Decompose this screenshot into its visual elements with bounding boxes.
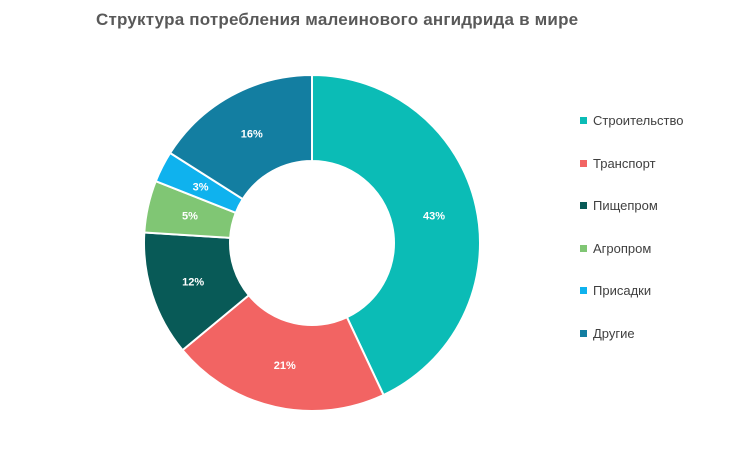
legend-swatch (580, 159, 587, 167)
legend-swatch (580, 287, 587, 294)
slice-label-4: 5% (182, 211, 198, 223)
legend-item-2[interactable]: Транспорт (580, 153, 683, 174)
legend-swatch (580, 329, 587, 337)
chart-title: Структура потребления малеинового ангидр… (96, 10, 579, 29)
slice-label-6: 16% (241, 128, 263, 140)
slice-1[interactable] (311, 73, 481, 397)
legend-item-1[interactable]: Строительство (580, 110, 683, 131)
legend-label: Пищепром (593, 198, 658, 213)
legend-swatch (580, 117, 587, 124)
legend-label: Транспорт (593, 155, 656, 171)
legend-swatch (580, 202, 587, 209)
legend-item-5[interactable]: Присадки (580, 280, 683, 301)
slice-label-1: 43% (423, 211, 445, 223)
legend-swatch (580, 244, 587, 252)
slice-label-2: 21% (274, 360, 296, 372)
slice-6[interactable] (168, 73, 313, 201)
legend-label: Другие (593, 325, 635, 341)
legend-item-4[interactable]: Агропром (580, 238, 683, 259)
legend: Строительство Транспорт Пищепром Агропром Пр… (580, 110, 683, 365)
legend-item-3[interactable]: Пищепром (580, 195, 683, 216)
slice-label-5: 3% (193, 181, 209, 193)
slice-label-3: 12% (182, 277, 204, 289)
slice-2[interactable] (181, 293, 385, 412)
legend-label: Строительство (593, 113, 684, 128)
legend-item-6[interactable]: Другие (580, 323, 683, 344)
legend-label: Присадки (593, 283, 652, 298)
legend-label: Агропром (593, 240, 652, 256)
